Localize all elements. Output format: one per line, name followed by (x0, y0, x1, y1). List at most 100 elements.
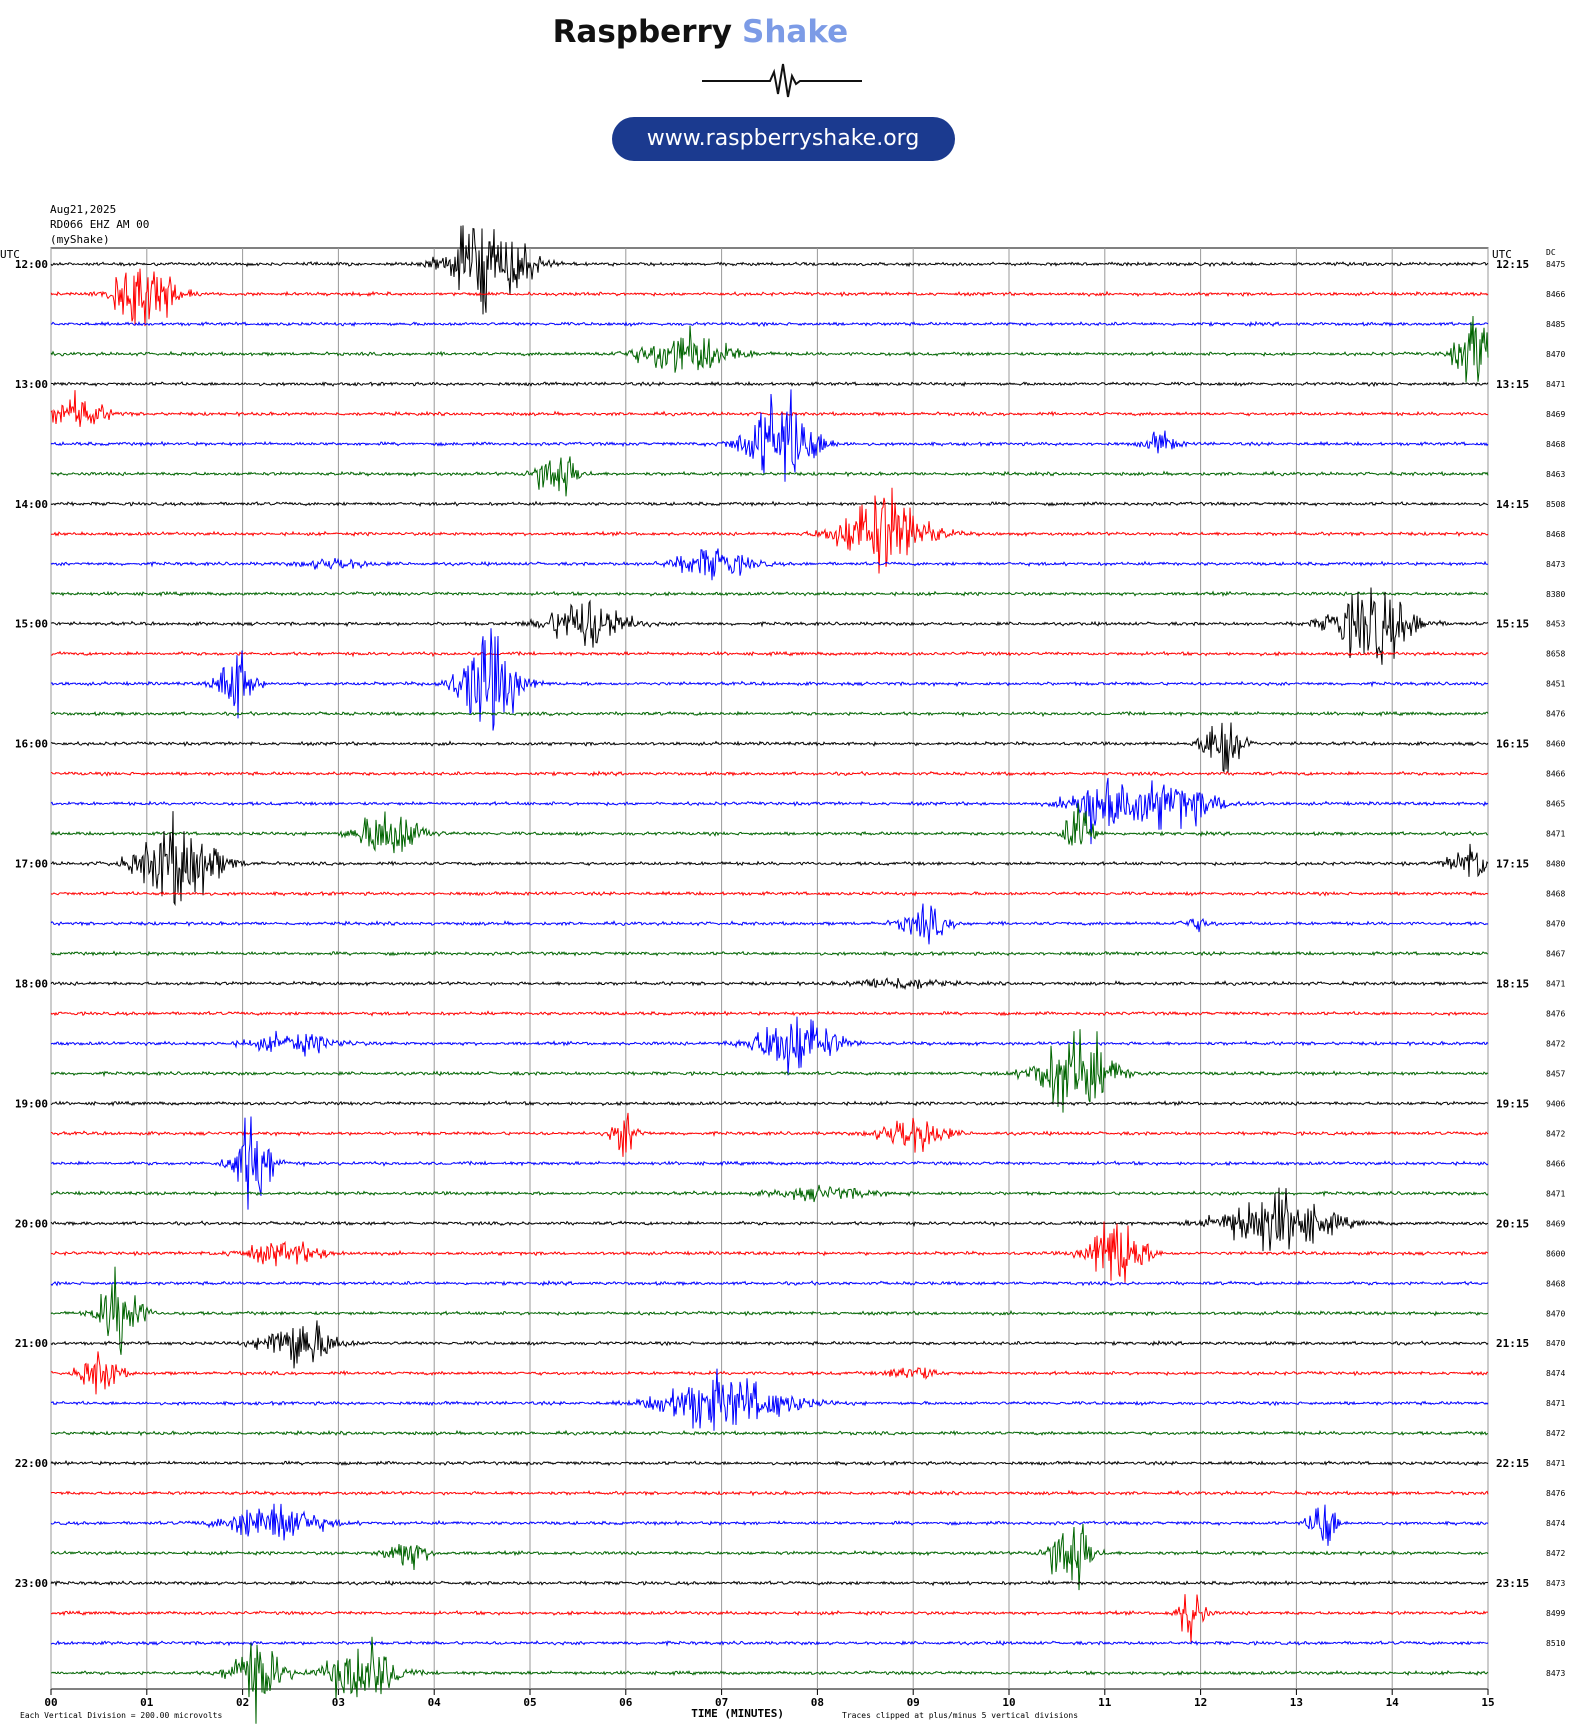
hour-label-left: 18:00 (15, 977, 48, 990)
dc-value: 8472 (1546, 1549, 1565, 1558)
dc-value: 8499 (1546, 1609, 1565, 1618)
hour-label-left: 15:00 (15, 618, 48, 631)
station: RD066 EHZ AM 00 (50, 218, 149, 231)
trace (50, 315, 1489, 383)
x-tick-label: 09 (907, 1696, 920, 1709)
dc-value: 8463 (1546, 470, 1565, 479)
dc-value: 8470 (1546, 1309, 1565, 1318)
url-pill (612, 117, 955, 161)
trace (50, 977, 1489, 991)
dc-value: 8460 (1546, 740, 1565, 749)
trace (50, 1579, 1489, 1587)
dc-value: 8508 (1546, 500, 1565, 509)
source: (myShake) (50, 233, 110, 246)
trace (50, 890, 1489, 897)
url: www.raspberryshake.org (647, 126, 920, 151)
x-tick-label: 07 (715, 1696, 728, 1709)
dc-value: 9406 (1546, 1099, 1565, 1108)
trace (50, 1100, 1489, 1107)
trace (50, 1320, 1489, 1369)
trace (50, 1503, 1489, 1546)
x-tick-label: 02 (236, 1696, 249, 1709)
trace (50, 1112, 1489, 1157)
hour-label-left: 22:00 (15, 1457, 48, 1470)
trace (50, 1640, 1489, 1647)
trace (50, 1368, 1489, 1431)
trace (50, 722, 1489, 773)
dc-value: 8472 (1546, 1039, 1565, 1048)
dc-value: 8476 (1546, 710, 1565, 719)
dc-value: 8471 (1546, 979, 1565, 988)
hour-label-right: 18:15 (1496, 977, 1529, 990)
hour-label-right: 17:15 (1496, 858, 1529, 871)
hour-label-right: 23:15 (1496, 1577, 1529, 1590)
hour-label-right: 13:15 (1496, 378, 1529, 391)
dc-value: 8468 (1546, 1279, 1565, 1288)
trace (50, 1016, 1489, 1076)
dc-value: 8469 (1546, 1219, 1565, 1228)
trace (50, 225, 1489, 315)
trace (51, 1116, 1489, 1210)
x-tick-label: 12 (1194, 1696, 1207, 1709)
trace (50, 500, 1489, 508)
dc-value: 8470 (1546, 350, 1565, 359)
trace (50, 1184, 1489, 1203)
x-tick-label: 14 (1386, 1696, 1400, 1709)
dc-value: 8473 (1546, 1579, 1565, 1588)
utc-left: UTC (0, 248, 20, 261)
dc-value: 8658 (1546, 650, 1565, 659)
trace (50, 390, 1489, 427)
dc-value: 8471 (1546, 830, 1565, 839)
x-tick-label: 00 (44, 1696, 57, 1709)
clip-note: Traces clipped at plus/minus 5 vertical … (842, 1711, 1078, 1720)
trace (50, 777, 1489, 845)
hour-label-left: 19:00 (15, 1097, 48, 1110)
trace (50, 389, 1489, 482)
dc-value: 8466 (1546, 770, 1565, 779)
x-tick-label: 04 (428, 1696, 442, 1709)
plot-frame (50, 247, 1489, 1690)
dc-value: 8466 (1546, 290, 1565, 299)
trace (50, 380, 1489, 388)
dc-value: 8475 (1546, 260, 1565, 269)
hour-label-left: 14:00 (15, 498, 48, 511)
hour-label-right: 16:15 (1496, 738, 1529, 751)
trace (50, 1187, 1489, 1252)
dc-value: 8471 (1546, 1459, 1565, 1468)
hour-label-right: 22:15 (1496, 1457, 1529, 1470)
dc-value: 8470 (1546, 920, 1565, 929)
trace (50, 1489, 1489, 1497)
dc-value: 8476 (1546, 1009, 1565, 1018)
dc-value: 8472 (1546, 1129, 1565, 1138)
trace (50, 650, 1489, 658)
hour-label-right: 20:15 (1496, 1217, 1529, 1230)
dc-value: 8468 (1546, 440, 1565, 449)
trace (50, 1029, 1489, 1113)
x-tick-label: 15 (1481, 1696, 1494, 1709)
date: Aug21,2025 (50, 203, 116, 216)
logo-wave (702, 63, 862, 98)
x-tick-label: 01 (140, 1696, 154, 1709)
trace (50, 590, 1489, 597)
dc-value: 8453 (1546, 620, 1565, 629)
dc-value: 8457 (1546, 1069, 1565, 1078)
dc-value: 8468 (1546, 530, 1565, 539)
division-note: Each Vertical Division = 200.00 microvol… (20, 1711, 222, 1720)
trace (50, 1523, 1489, 1591)
x-tick-label: 06 (619, 1696, 633, 1709)
hour-label-right: 14:15 (1496, 498, 1529, 511)
trace (50, 1266, 1489, 1355)
hour-label-left: 23:00 (15, 1577, 48, 1590)
trace (50, 456, 1489, 497)
trace (50, 628, 1489, 731)
dc-value: 8468 (1546, 890, 1565, 899)
dc-value: 8474 (1546, 1519, 1565, 1528)
trace (50, 1594, 1488, 1643)
trace (50, 1351, 1489, 1395)
dc-value: 8451 (1546, 680, 1565, 689)
dc-value: 8470 (1546, 1339, 1565, 1348)
x-tick-label: 13 (1290, 1696, 1303, 1709)
trace (50, 1280, 1489, 1287)
dc-value: 8465 (1546, 800, 1565, 809)
